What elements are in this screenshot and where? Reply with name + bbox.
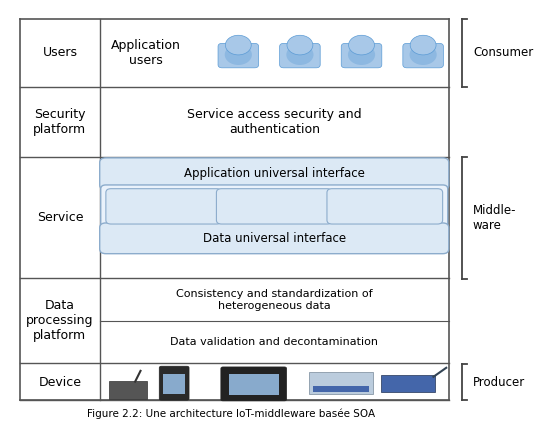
FancyBboxPatch shape — [309, 372, 373, 394]
Circle shape — [286, 44, 314, 65]
Text: Producer: Producer — [473, 376, 525, 389]
Text: Data
processing
platform: Data processing platform — [26, 300, 94, 343]
Text: Application
users: Application users — [111, 39, 181, 67]
Text: Consistency and standardization of
heterogeneous data: Consistency and standardization of heter… — [176, 289, 373, 311]
Text: Device
management: Device management — [129, 195, 199, 217]
FancyBboxPatch shape — [159, 366, 189, 400]
Text: Data universal interface: Data universal interface — [203, 232, 346, 245]
FancyBboxPatch shape — [228, 374, 279, 395]
FancyBboxPatch shape — [221, 367, 286, 401]
Text: Data validation and decontamination: Data validation and decontamination — [170, 337, 378, 347]
Circle shape — [226, 35, 251, 55]
Text: Consumer: Consumer — [473, 46, 533, 60]
Text: Security
platform: Security platform — [33, 108, 86, 137]
Text: Service: Service — [37, 211, 83, 224]
Text: Middle-
ware: Middle- ware — [473, 204, 516, 232]
Text: Communication
agent: Communication agent — [344, 195, 426, 217]
FancyBboxPatch shape — [380, 375, 435, 392]
Circle shape — [287, 35, 313, 55]
FancyBboxPatch shape — [106, 189, 222, 224]
FancyBboxPatch shape — [327, 189, 443, 224]
Circle shape — [224, 44, 252, 65]
FancyBboxPatch shape — [163, 373, 185, 394]
FancyBboxPatch shape — [280, 43, 320, 68]
Text: Service
agent: Service agent — [255, 195, 294, 217]
Circle shape — [410, 35, 436, 55]
FancyBboxPatch shape — [217, 189, 332, 224]
Text: Figure 2.2: Une architecture IoT-middleware basée SOA: Figure 2.2: Une architecture IoT-middlew… — [86, 408, 375, 419]
FancyBboxPatch shape — [100, 223, 449, 254]
Text: Users: Users — [42, 46, 77, 60]
FancyBboxPatch shape — [101, 185, 448, 228]
Circle shape — [348, 44, 375, 65]
FancyBboxPatch shape — [341, 43, 382, 68]
FancyBboxPatch shape — [100, 158, 449, 190]
Circle shape — [409, 44, 437, 65]
Circle shape — [349, 35, 374, 55]
Text: Service access security and
authentication: Service access security and authenticati… — [187, 108, 361, 137]
FancyBboxPatch shape — [312, 386, 369, 392]
FancyBboxPatch shape — [218, 43, 258, 68]
Text: Application universal interface: Application universal interface — [184, 168, 365, 180]
FancyBboxPatch shape — [109, 381, 147, 399]
Text: Device: Device — [38, 376, 81, 389]
FancyBboxPatch shape — [403, 43, 443, 68]
